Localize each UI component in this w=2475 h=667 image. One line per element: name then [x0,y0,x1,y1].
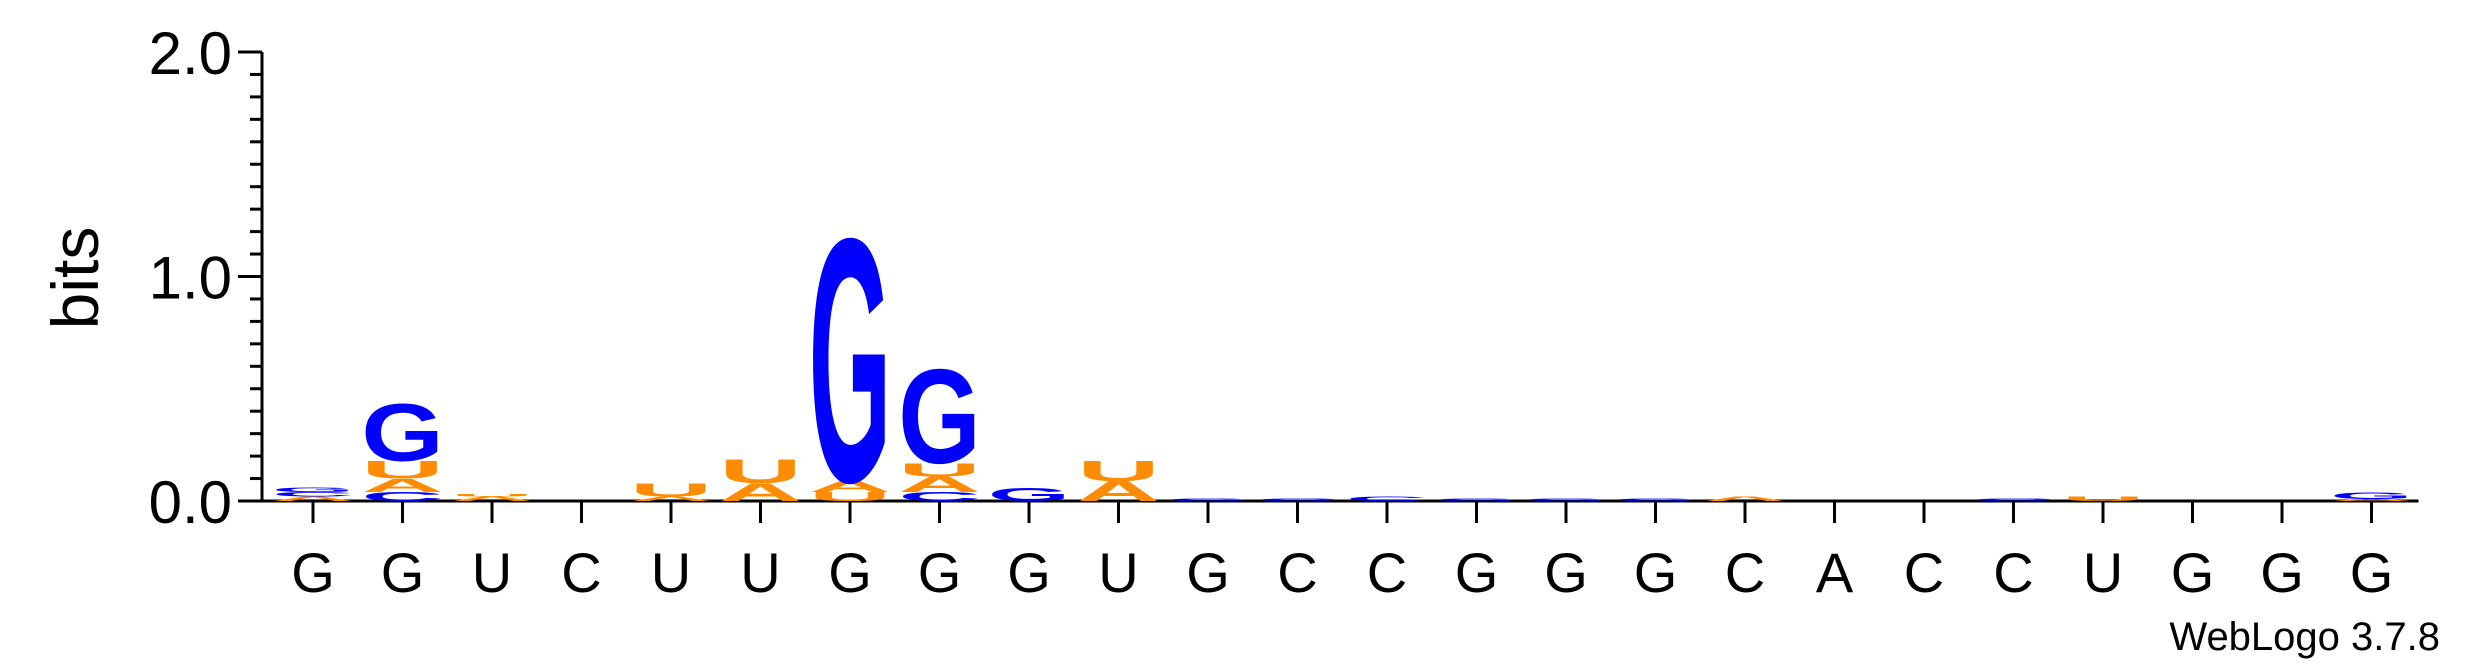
x-tick-label: G [1634,541,1678,604]
x-tick-label: G [918,541,962,604]
logo-letter-G: G [272,486,355,493]
x-tick-label: U [1098,541,1138,604]
x-tick-label: U [740,541,780,604]
logo-letter-C: C [272,491,355,498]
logo-letter-C: C [1256,498,1339,502]
x-tick-label: A [1816,541,1854,604]
logo-letter-G: G [809,167,892,556]
logo-letter-G: G [2330,490,2413,500]
logo-letter-G: G [1167,498,1250,502]
weblogo-credit: WebLogo 3.7.8 [2169,615,2440,659]
logo-letter-A: A [361,475,444,496]
x-tick-label: U [2083,541,2123,604]
logo-letter-C: C [361,490,444,504]
y-tick-label: 0.0 [149,469,232,536]
logo-letter-G: G [1525,498,1608,502]
y-tick-label: 2.0 [149,20,232,87]
logo-letter-C: C [1972,498,2055,502]
logo-letter-U: U [451,494,534,498]
x-tick-label: U [472,541,512,604]
logo-letter-U: U [809,490,892,504]
x-tick-label: G [1544,541,1588,604]
x-tick-label: G [291,541,335,604]
x-tick-label: G [1186,541,1230,604]
x-tick-label: G [1455,541,1499,604]
logo-letter-C: C [1346,495,1429,502]
logo-letter-U: U [630,480,713,501]
x-tick-label: C [1367,541,1407,604]
y-tick-label: 1.0 [149,245,232,312]
x-tick-label: C [1993,541,2033,604]
logo-letter-U: U [898,460,981,481]
logo-letter-A: A [1077,475,1160,507]
logo-letter-A: A [809,478,892,496]
axes: 0.0 1.0 2.0 [149,20,2419,536]
logo-letter-U: U [2062,495,2145,502]
logo-letter-C: C [898,490,981,504]
y-axis-title: bits [38,227,112,330]
x-tick-label: C [561,541,601,604]
x-tick-label: G [2350,541,2394,604]
x-tick-label: C [1904,541,1944,604]
logo-letter-A: A [2330,498,2413,502]
logo-letter-U: U [1077,455,1160,487]
logo-letter-A: A [1704,495,1787,502]
x-tick-label: G [2171,541,2215,604]
x-tick-label: G [2260,541,2304,604]
x-tick-label: U [651,541,691,604]
logo-letter-G: G [1614,498,1697,502]
x-tick-label: C [1277,541,1317,604]
logo-letter-A: A [272,495,355,502]
logo-letter-G: G [361,387,444,478]
logo-letter-G: G [1435,498,1518,502]
x-tick-label: G [1007,541,1051,604]
logo-letter-G: G [898,342,981,492]
logo-letter-A: A [451,495,534,502]
logo-letter-U: U [361,456,444,484]
x-tick-label: G [381,541,425,604]
logo-letter-A: A [719,479,802,507]
logo-letter-G: G [988,484,1071,505]
logo-letter-A: A [898,472,981,497]
x-tick-label: C [1725,541,1765,604]
logo-letter-A: A [630,495,713,502]
logo-letter-U: U [719,452,802,491]
x-tick-label: G [828,541,872,604]
